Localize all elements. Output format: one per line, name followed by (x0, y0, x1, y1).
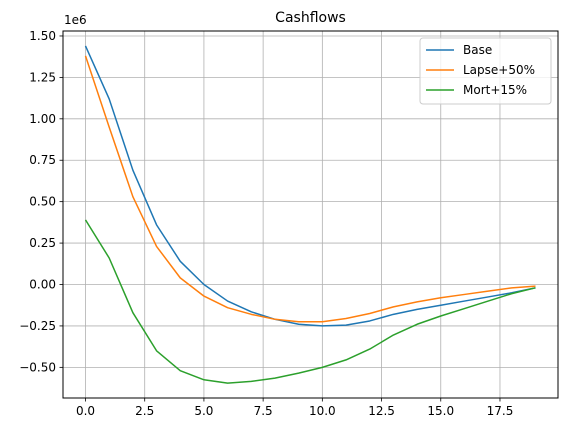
y-tick-label: 0.75 (29, 153, 56, 167)
series-lines (84, 45, 536, 384)
y-tick-label: 0.25 (29, 236, 56, 250)
legend-label: Lapse+50% (463, 63, 535, 77)
y-tick-label: −0.50 (19, 360, 56, 374)
y-tick-label: 0.00 (29, 278, 56, 292)
x-tick-label: 7.5 (254, 404, 273, 418)
legend-label: Base (463, 43, 492, 57)
legend-box (419, 37, 552, 105)
x-axis-ticks: 0.0 2.5 5.0 7.5 10.0 12.5 15.0 17.5 (76, 398, 513, 418)
series-line-base (84, 45, 536, 327)
chart-title: Cashflows (275, 10, 346, 26)
y-tick-label: 1.25 (29, 70, 56, 84)
x-tick-label: 17.5 (487, 404, 514, 418)
x-tick-label: 5.0 (194, 404, 213, 418)
x-tick-label: 12.5 (368, 404, 395, 418)
y-offset-label: 1e6 (64, 13, 87, 27)
legend-label: Mort+15% (463, 83, 527, 97)
legend: Base Lapse+50% Mort+15% (419, 37, 552, 105)
x-tick-label: 0.0 (76, 404, 95, 418)
axes-frame (62, 30, 559, 399)
y-tick-label: 0.50 (29, 195, 56, 209)
y-tick-label: 1.00 (29, 112, 56, 126)
x-tick-label: 10.0 (309, 404, 336, 418)
y-tick-label: 1.50 (29, 29, 56, 43)
y-axis-ticks: −0.50 −0.25 0.00 0.25 0.50 0.75 1.00 1.25 1.50 (19, 29, 63, 374)
series-line-lapse-50 (84, 55, 536, 323)
x-tick-label: 15.0 (427, 404, 454, 418)
x-tick-label: 2.5 (135, 404, 154, 418)
y-tick-label: −0.25 (19, 319, 56, 333)
series-line-mort-15 (84, 219, 536, 384)
